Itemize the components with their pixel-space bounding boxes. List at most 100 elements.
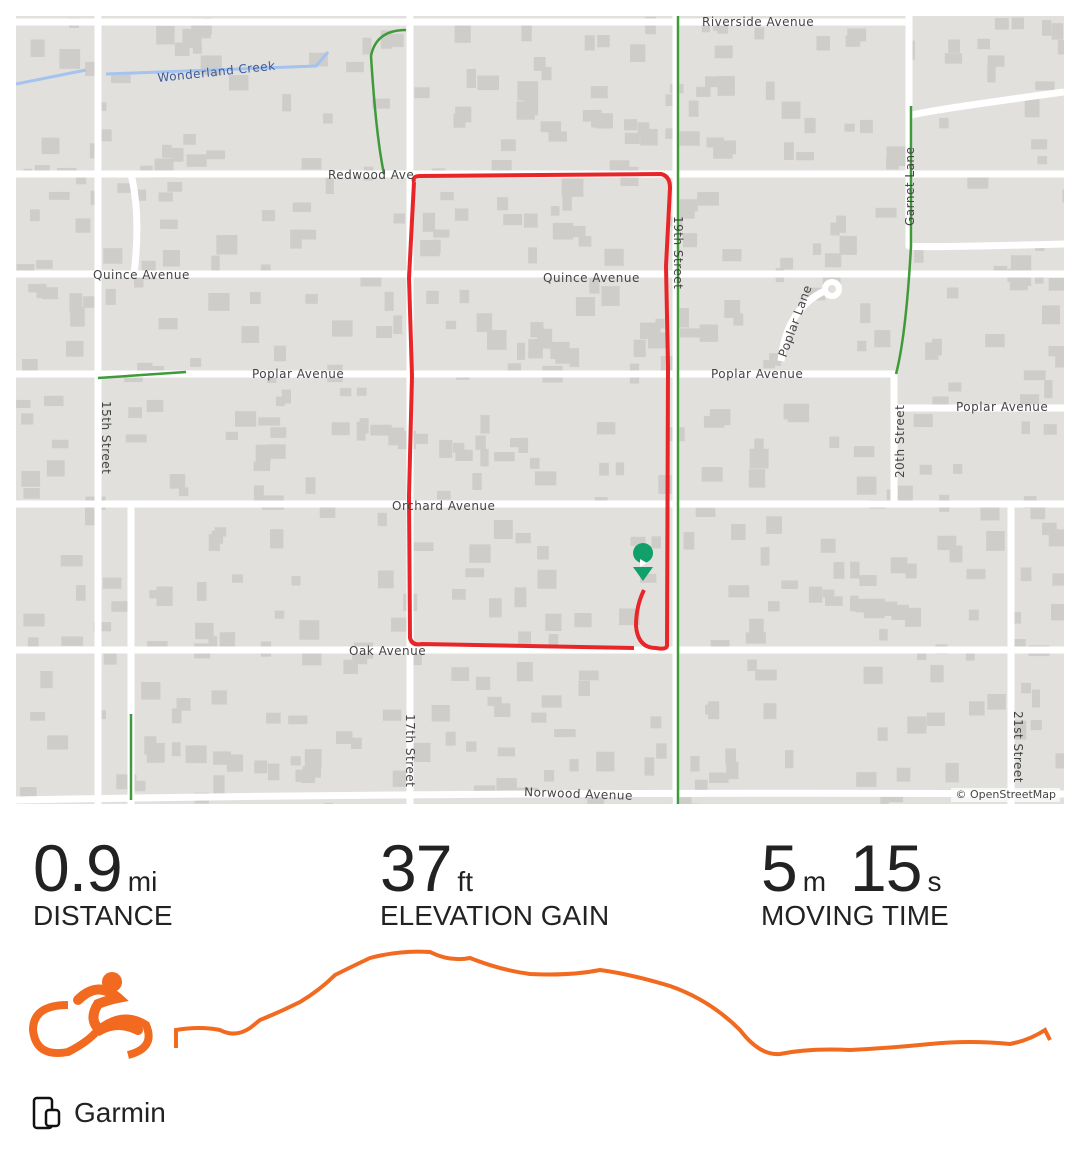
building	[944, 53, 963, 64]
building	[517, 81, 539, 101]
building	[919, 464, 932, 475]
building	[541, 66, 552, 81]
building	[290, 756, 301, 766]
building	[554, 729, 576, 738]
building	[249, 291, 261, 304]
building	[722, 249, 742, 262]
building	[480, 448, 489, 467]
street-label: Poplar Avenue	[711, 367, 803, 381]
building	[633, 339, 646, 358]
building	[331, 422, 350, 436]
building	[713, 144, 733, 159]
street-label: Quince Avenue	[93, 268, 190, 282]
building	[699, 324, 719, 342]
building	[30, 712, 46, 721]
building	[874, 330, 891, 348]
building	[162, 250, 180, 267]
building	[948, 382, 962, 392]
building	[46, 460, 65, 477]
building	[812, 243, 822, 255]
building	[540, 121, 562, 133]
building	[44, 395, 64, 407]
building	[331, 320, 353, 337]
building	[93, 622, 112, 632]
distance-stat: 0.9 mi DISTANCE	[33, 830, 173, 932]
building	[665, 128, 674, 139]
route-map[interactable]: Riverside Avenue Wonderland Creek Redwoo…	[16, 16, 1064, 804]
building	[22, 358, 38, 373]
building	[496, 778, 517, 792]
building	[946, 287, 959, 299]
building	[299, 620, 320, 640]
building	[451, 667, 470, 681]
building	[124, 373, 143, 383]
minutes-unit: m	[802, 866, 827, 897]
building	[847, 28, 867, 42]
building	[48, 191, 70, 200]
building	[591, 109, 602, 128]
building	[196, 582, 207, 601]
building	[382, 709, 402, 721]
start-marker[interactable]	[633, 543, 654, 581]
building	[302, 650, 322, 666]
building	[136, 189, 147, 201]
building	[156, 26, 175, 45]
building	[275, 396, 285, 407]
building	[733, 313, 744, 326]
building	[569, 759, 579, 772]
building	[489, 598, 502, 618]
building	[182, 28, 202, 49]
building	[268, 763, 280, 781]
building	[706, 137, 724, 148]
building	[1050, 604, 1064, 621]
building	[859, 575, 877, 586]
building	[987, 65, 996, 83]
map-attribution[interactable]: © OpenStreetMap	[951, 788, 1060, 802]
building	[1031, 139, 1048, 150]
building	[745, 632, 766, 644]
building	[192, 45, 202, 54]
building	[493, 519, 513, 540]
building	[1037, 156, 1048, 165]
building	[176, 698, 191, 711]
building	[260, 264, 271, 274]
moving-time-label: MOVING TIME	[761, 900, 949, 931]
elevation-profile	[174, 949, 1052, 1057]
building	[301, 158, 322, 170]
building	[208, 293, 230, 311]
building	[697, 192, 719, 206]
building	[537, 328, 553, 349]
building	[678, 131, 700, 146]
street-label: Poplar Lane	[776, 283, 815, 359]
building	[749, 448, 769, 469]
building	[710, 640, 730, 650]
elevation-line	[174, 949, 1052, 1057]
building	[830, 222, 840, 236]
building	[1020, 567, 1032, 582]
street-label: Poplar Avenue	[956, 400, 1048, 414]
building	[422, 212, 436, 232]
building	[680, 328, 700, 338]
building	[228, 75, 249, 91]
building	[30, 39, 45, 57]
building	[863, 666, 883, 684]
building	[968, 609, 979, 621]
distance-label: DISTANCE	[33, 900, 173, 931]
building	[431, 705, 450, 722]
building	[140, 165, 153, 175]
building	[987, 693, 1006, 710]
building	[21, 471, 41, 487]
building	[781, 580, 799, 589]
building	[965, 646, 975, 661]
building	[630, 536, 646, 546]
building	[466, 741, 477, 752]
street-label: Poplar Avenue	[252, 367, 344, 381]
building	[465, 568, 485, 578]
building	[36, 283, 47, 299]
building	[584, 35, 595, 51]
building	[533, 57, 546, 71]
building	[678, 199, 698, 212]
building	[844, 123, 855, 132]
building	[514, 587, 527, 608]
building	[117, 183, 137, 193]
